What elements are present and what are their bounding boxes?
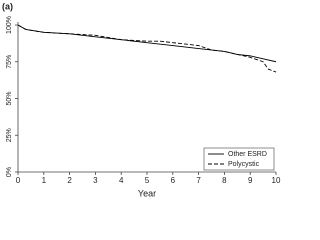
x-tick-label: 9	[248, 176, 253, 185]
x-tick-label: 10	[272, 176, 281, 185]
x-tick-label: 8	[222, 176, 227, 185]
x-tick-label: 0	[16, 176, 21, 185]
y-tick-label: 0%	[6, 167, 13, 177]
chart-title: (a)	[2, 1, 13, 11]
x-tick-label: 5	[145, 176, 150, 185]
x-tick-label: 7	[196, 176, 201, 185]
y-tick-label: 25%	[6, 128, 13, 142]
legend-label: Polycystic	[228, 161, 260, 168]
x-tick-label: 2	[67, 176, 72, 185]
legend-box	[203, 147, 275, 171]
x-tick-label: 4	[119, 176, 124, 185]
survival-line	[17, 24, 277, 73]
x-tick-label: 3	[93, 176, 98, 185]
x-tick-label: 1	[42, 176, 47, 185]
y-tick-label: 75%	[6, 55, 13, 69]
y-tick-label: 50%	[6, 91, 13, 105]
survival-line	[17, 24, 277, 63]
x-tick-label: 6	[171, 176, 176, 185]
chart: (a) Year 0% 25% 50% 75% 100% 0 1 2 3 4 5 6 7 8 9 10 Othe…	[2, 1, 281, 198]
y-tick-label: 100%	[6, 16, 13, 34]
x-axis-label: Year	[138, 188, 156, 198]
legend-label: Other ESRD	[228, 151, 267, 158]
